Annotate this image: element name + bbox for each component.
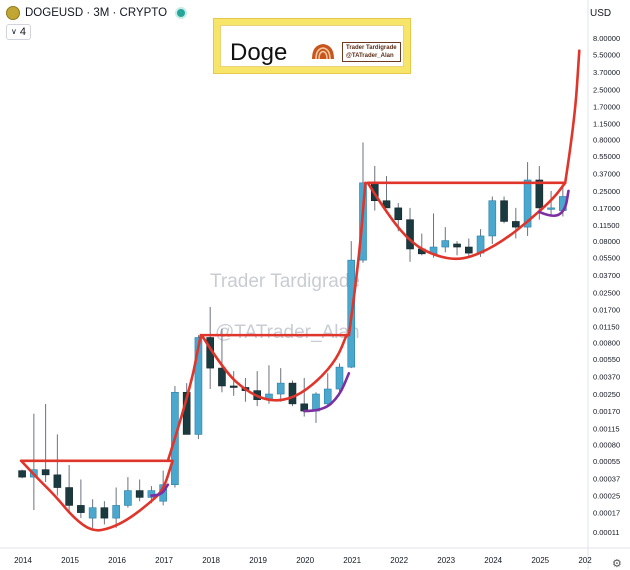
- symbol-title: DOGEUSD · 3M · CRYPTO: [25, 7, 168, 19]
- x-tick-label: 2024: [484, 556, 502, 565]
- y-tick-label: 0.17000: [593, 204, 620, 213]
- candle-body: [323, 388, 332, 405]
- candle-body: [500, 200, 508, 222]
- y-tick-label: 0.01150: [593, 323, 620, 332]
- doge-coin-icon: [6, 6, 20, 20]
- candle-body: [88, 507, 97, 519]
- y-tick-label: 0.00017: [593, 509, 620, 518]
- x-tick-label: 2017: [155, 556, 173, 565]
- x-tick-label: 2019: [249, 556, 267, 565]
- indicators-count: 4: [19, 26, 26, 38]
- candle-body: [441, 240, 450, 248]
- currency-label[interactable]: USD: [590, 8, 612, 19]
- candle-body: [147, 490, 156, 498]
- x-tick-label: 2014: [14, 556, 32, 565]
- y-tick-label: 0.37000: [593, 170, 620, 179]
- banner-title: Doge: [230, 39, 288, 66]
- candle-body: [112, 505, 120, 519]
- candle-body: [535, 179, 544, 209]
- candle-body: [547, 207, 555, 210]
- y-tick-label: 0.00250: [593, 390, 620, 399]
- candle-body: [276, 382, 285, 395]
- candle-body: [194, 337, 203, 435]
- x-tick-label: 2023: [437, 556, 455, 565]
- candle-body: [288, 382, 297, 405]
- candle-body: [18, 470, 26, 478]
- overlay-cup-2022: [366, 181, 567, 261]
- overlay-breakout-2017: [166, 333, 203, 463]
- overlay-cup-2014: [19, 459, 174, 532]
- y-tick-label: 0.01700: [593, 305, 620, 314]
- y-tick-label: 0.00025: [593, 492, 620, 501]
- y-tick-label: 1.70000: [593, 102, 620, 111]
- candle-body: [100, 507, 109, 519]
- overlay-handle-2020: [302, 371, 351, 413]
- market-status-icon: [175, 7, 188, 19]
- x-tick-label: 2018: [202, 556, 220, 565]
- title-banner: Doge Trader Tardigrade @TATrader_Alan: [213, 18, 411, 74]
- overlay-handle-2025: [538, 189, 570, 218]
- y-tick-label: 0.00800: [593, 339, 620, 348]
- candle-body: [512, 221, 520, 228]
- y-tick-label: 0.00170: [593, 407, 620, 416]
- y-tick-label: 0.00550: [593, 355, 620, 364]
- y-tick-label: 0.08000: [593, 237, 620, 246]
- y-tick-label: 0.00115: [593, 424, 620, 433]
- overlay-breakout-2021: [347, 181, 367, 337]
- x-tick-label: 2015: [61, 556, 79, 565]
- badge-line1: Trader Tardigrade: [346, 45, 397, 51]
- x-tick-label: 2016: [108, 556, 126, 565]
- y-tick-label: 0.00011: [593, 528, 620, 537]
- candle-body: [488, 200, 497, 237]
- candle-body: [65, 487, 73, 506]
- y-tick-label: 0.25000: [593, 187, 620, 196]
- tardigrade-logo-icon: [312, 44, 334, 60]
- y-tick-label: 2.50000: [593, 85, 620, 94]
- y-tick-label: 0.00037: [593, 474, 620, 483]
- candle-body: [406, 219, 414, 250]
- candle-body: [41, 469, 50, 476]
- candle-body: [135, 490, 144, 498]
- y-tick-label: 0.05500: [593, 254, 620, 263]
- y-tick-label: 0.03700: [593, 271, 620, 280]
- candle-body: [523, 179, 532, 228]
- candle-body: [464, 246, 473, 254]
- candle-body: [335, 366, 344, 390]
- y-tick-label: 0.00055: [593, 457, 620, 466]
- candle-body: [53, 474, 62, 488]
- x-tick-label: 202: [578, 556, 592, 565]
- y-tick-label: 0.02500: [593, 288, 620, 297]
- x-tick-label: 2022: [390, 556, 408, 565]
- y-tick-label: 0.55000: [593, 152, 620, 161]
- candle-body: [218, 367, 226, 387]
- candle-body: [394, 207, 403, 221]
- y-tick-label: 0.11500: [593, 221, 620, 230]
- gear-icon[interactable]: ⚙: [612, 558, 622, 570]
- overlay-projection: [563, 49, 581, 185]
- banner-badge: Trader Tardigrade @TATrader_Alan: [342, 42, 401, 62]
- y-tick-label: 0.80000: [593, 136, 620, 145]
- x-tick-label: 2020: [296, 556, 314, 565]
- watermark-line2: @TATrader_Alan: [215, 322, 360, 343]
- watermark-line1: Trader Tardigrade: [210, 271, 360, 292]
- y-tick-label: 8.00000: [593, 34, 620, 43]
- y-tick-label: 0.00080: [593, 440, 620, 449]
- overlay-handle-2016: [150, 483, 170, 497]
- candle-body: [453, 243, 461, 248]
- candle-body: [124, 490, 132, 506]
- chevron-down-icon: ∨: [11, 27, 17, 36]
- badge-line2: @TATrader_Alan: [346, 53, 394, 59]
- y-tick-label: 5.50000: [593, 51, 620, 60]
- candle-body: [229, 385, 238, 388]
- y-tick-label: 0.00370: [593, 373, 620, 382]
- indicators-toggle[interactable]: ∨ 4: [6, 24, 31, 40]
- x-tick-label: 2021: [343, 556, 361, 565]
- symbol-header[interactable]: DOGEUSD · 3M · CRYPTO: [6, 6, 188, 20]
- y-tick-label: 1.15000: [593, 120, 620, 129]
- x-tick-label: 2025: [531, 556, 549, 565]
- candle-body: [77, 505, 85, 513]
- y-tick-label: 3.70000: [593, 68, 620, 77]
- overlay-cup-2018: [200, 333, 348, 402]
